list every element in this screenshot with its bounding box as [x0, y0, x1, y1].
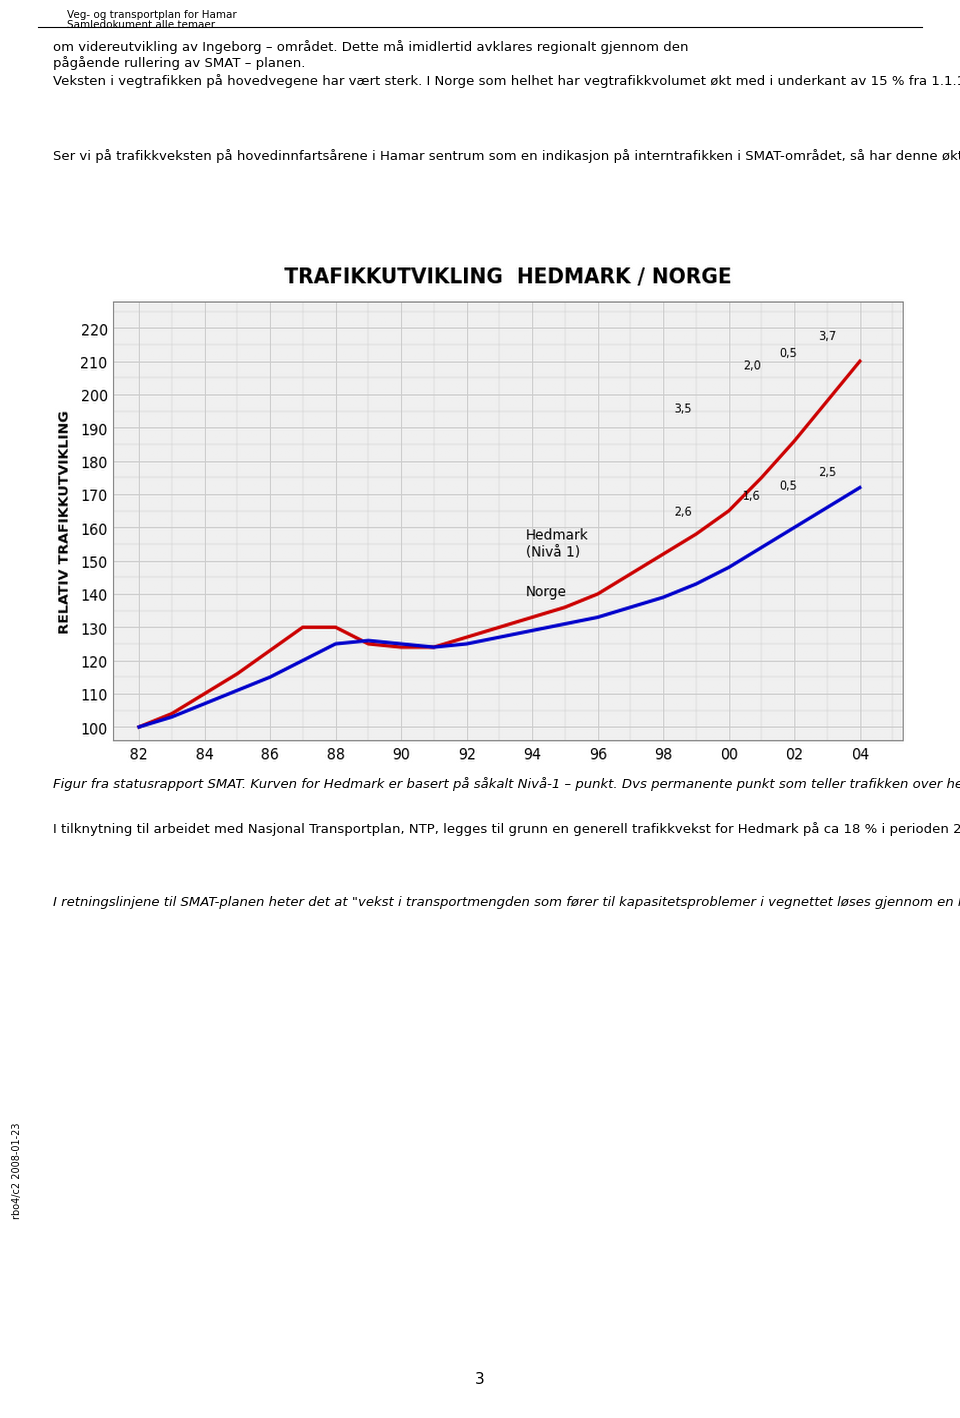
- Text: Ser vi på trafikkveksten på hovedinnfartsårene i Hamar sentrum som en indikasjon: Ser vi på trafikkveksten på hovedinnfart…: [53, 149, 960, 163]
- Text: Figur fra statusrapport SMAT. Kurven for Hedmark er basert på såkalt Nivå-1 – pu: Figur fra statusrapport SMAT. Kurven for…: [53, 777, 960, 791]
- Text: I retningslinjene til SMAT-planen heter det at "vekst i transportmengden som før: I retningslinjene til SMAT-planen heter …: [53, 896, 960, 909]
- Text: I tilknytning til arbeidet med Nasjonal Transportplan, NTP, legges til grunn en : I tilknytning til arbeidet med Nasjonal …: [53, 822, 960, 837]
- Text: om videreutvikling av Ingeborg – området. Dette må imidlertid avklares regionalt: om videreutvikling av Ingeborg – området…: [53, 40, 688, 69]
- Text: rbo4/c2 2008-01-23: rbo4/c2 2008-01-23: [12, 1123, 21, 1219]
- Text: Samledokument alle temaer: Samledokument alle temaer: [67, 20, 215, 30]
- Text: 3: 3: [475, 1371, 485, 1387]
- Text: Veksten i vegtrafikken på hovedvegene har vært sterk. I Norge som helhet har veg: Veksten i vegtrafikken på hovedvegene ha…: [53, 74, 960, 88]
- Text: Veg- og transportplan for Hamar: Veg- og transportplan for Hamar: [67, 10, 237, 20]
